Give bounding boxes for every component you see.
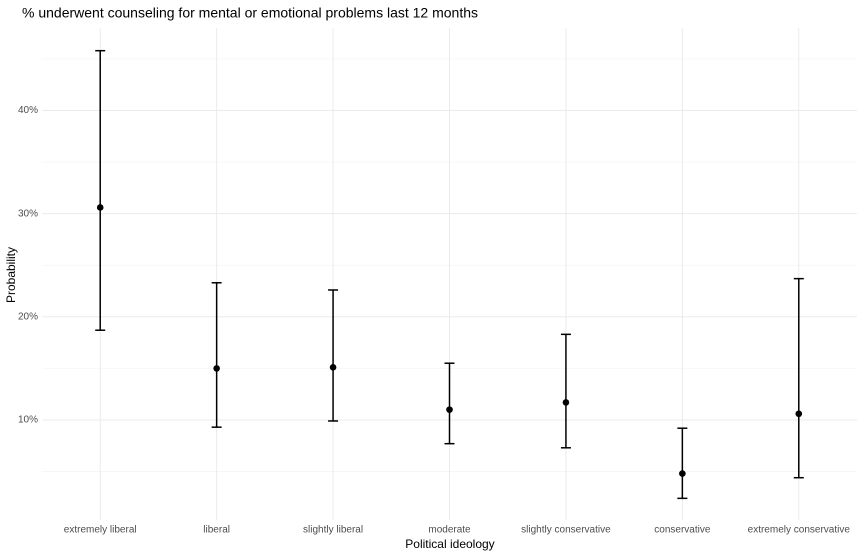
y-tick-label: 30% (18, 208, 38, 219)
x-tick-label: slightly liberal (303, 525, 363, 536)
point (213, 365, 220, 372)
y-axis-label: Probability (4, 247, 18, 303)
point (562, 399, 570, 406)
point (679, 470, 686, 477)
y-tick-label: 40% (18, 105, 38, 116)
x-tick-label: liberal (203, 525, 230, 536)
x-axis-label: Political ideology (405, 537, 494, 551)
point (446, 406, 453, 413)
y-tick-label: 10% (18, 415, 38, 426)
x-tick-label: extremely conservative (748, 525, 851, 536)
y-tick-label: 20% (18, 311, 38, 322)
point (96, 204, 104, 211)
point (795, 410, 803, 418)
point (329, 364, 337, 371)
x-tick-label: extremely liberal (64, 525, 137, 536)
chart-title: % underwent counseling for mental or emo… (22, 5, 478, 21)
x-tick-label: conservative (654, 525, 711, 536)
x-tick-label: slightly conservative (521, 525, 611, 536)
x-tick-label: moderate (428, 525, 471, 536)
